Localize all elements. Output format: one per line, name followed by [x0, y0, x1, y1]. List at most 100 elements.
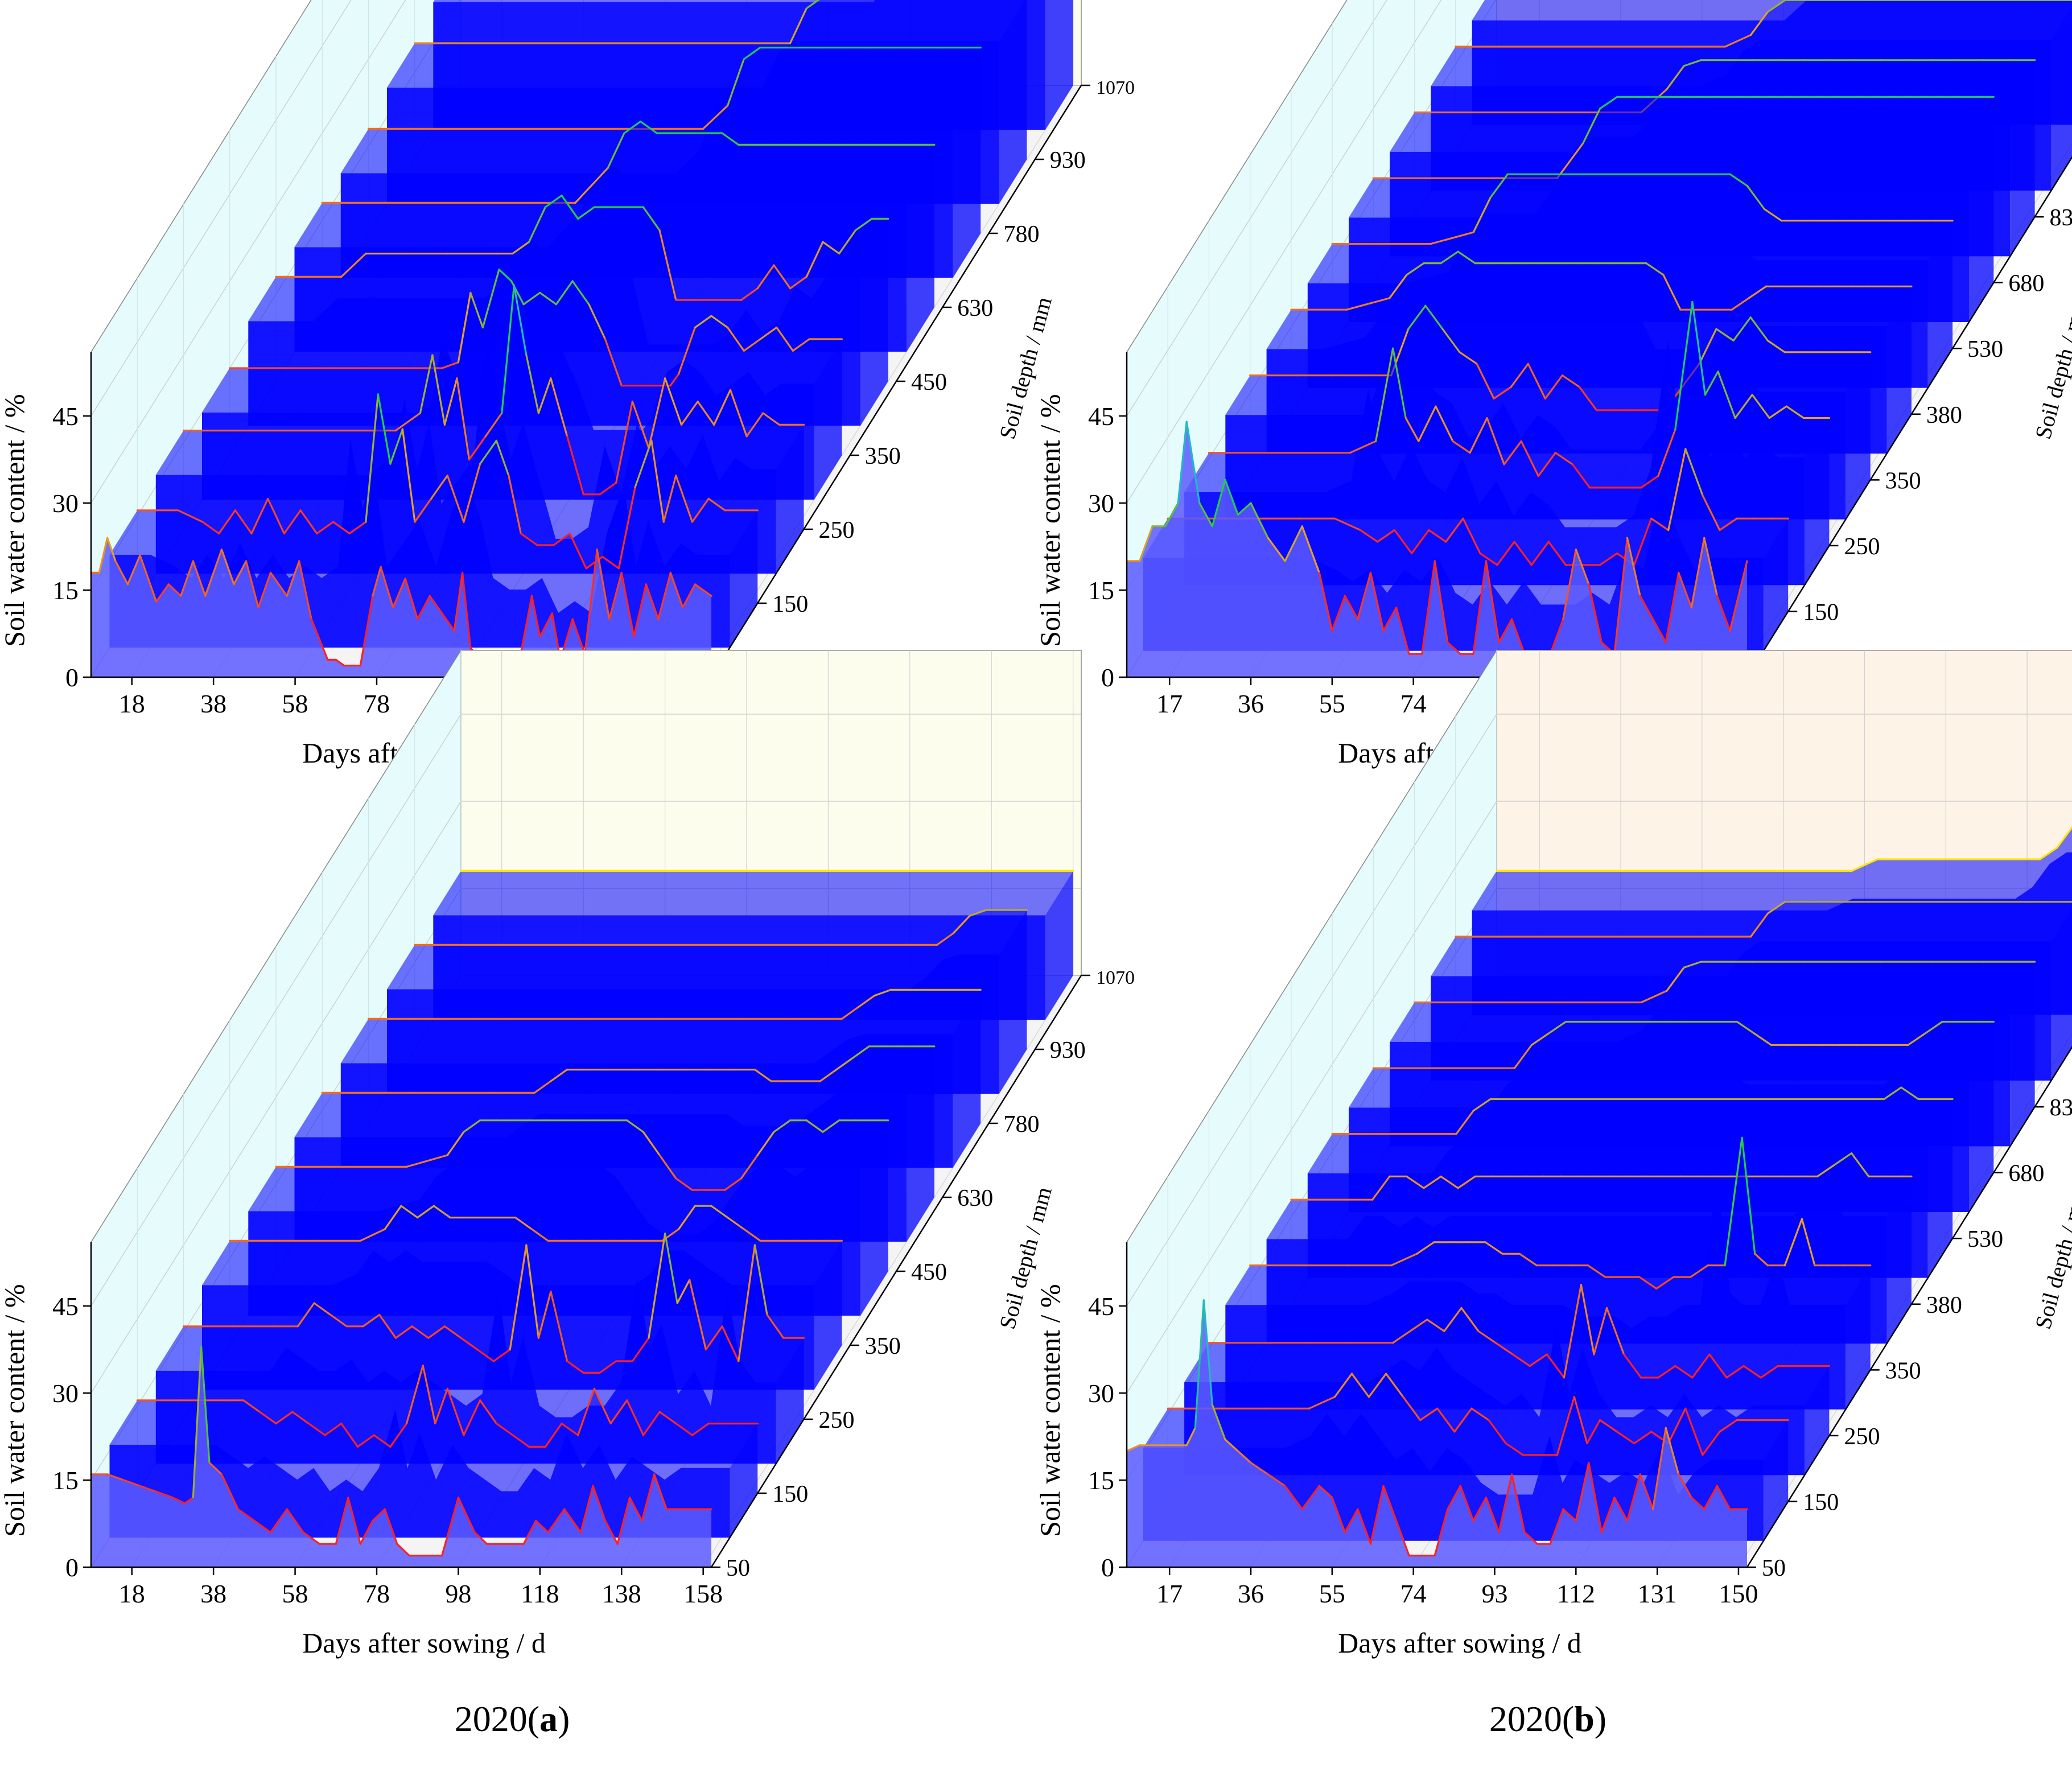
profile-segment: [430, 474, 448, 500]
profile-segment: [1486, 417, 1505, 465]
caption-2020a: 2020(a): [454, 1699, 570, 1739]
profile-segment: [553, 532, 571, 546]
y-axis-label: Soil water content / %: [1034, 1284, 1066, 1536]
profile-segment: [1587, 1264, 1606, 1278]
profile-segment: [571, 618, 586, 655]
profile-segment: [1382, 1485, 1398, 1522]
z-tick-label: 830: [2050, 205, 2072, 231]
slab-end: [1846, 352, 1871, 520]
profile-segment: [762, 412, 781, 426]
profile-segment: [155, 1490, 174, 1499]
profile-segment: [822, 241, 841, 255]
profile-segment: [1424, 304, 1444, 330]
slab-top-band: [1225, 1138, 1871, 1328]
profile-segment: [1702, 494, 1721, 531]
profile-segment: [324, 1422, 343, 1436]
profile-segment: [1645, 262, 1665, 276]
profile-segment: [1513, 541, 1533, 566]
slab-top-band: [433, 0, 875, 2]
profile-segment: [446, 474, 465, 523]
profile-segment: [1586, 1419, 1601, 1445]
profile-segment: [1556, 142, 1584, 179]
profile-segment: [1505, 1442, 1524, 1456]
profile-segment: [743, 46, 761, 60]
profile-segment: [122, 1479, 141, 1487]
x-tick-label: 74: [1400, 1579, 1427, 1608]
profile-segment: [639, 121, 658, 134]
profile-segment: [1211, 1403, 1226, 1441]
profile-segment: [1428, 529, 1447, 543]
profile-segment: [220, 1473, 239, 1510]
profile-segment: [691, 497, 710, 523]
profile-segment: [167, 583, 182, 597]
y-tick-label: 15: [1088, 1466, 1114, 1495]
profile-segment: [1719, 1419, 1738, 1433]
profile-segment: [1489, 173, 1509, 199]
profile-segment: [838, 229, 856, 255]
profile-segment: [392, 577, 406, 609]
series-depth-50: [90, 1345, 712, 1567]
profile-segment: [740, 1154, 759, 1180]
profile-segment: [208, 1461, 223, 1476]
profile-segment: [427, 1325, 446, 1339]
profile-segment: [1683, 961, 1702, 969]
profile-segment: [302, 1531, 321, 1545]
profile-segment: [1267, 1473, 1286, 1487]
profile-segment: [1613, 537, 1629, 655]
z-tick-label: 630: [957, 295, 993, 322]
profile-segment: [694, 583, 712, 597]
profile-segment: [456, 377, 471, 461]
profile-segment: [851, 1045, 870, 1059]
profile-segment: [1665, 1427, 1680, 1476]
profile-segment: [792, 338, 810, 352]
y-axis-label: Soil water content / %: [0, 1284, 30, 1536]
x-tick-label: 55: [1319, 689, 1345, 718]
profile-segment: [1833, 1152, 1853, 1166]
profile-segment: [533, 1080, 552, 1094]
profile-segment: [653, 1473, 668, 1510]
profile-segment: [534, 1519, 549, 1534]
profile-segment: [1177, 421, 1188, 504]
profile-segment: [1476, 362, 1495, 400]
profile-segment: [1284, 525, 1303, 562]
z-tick-label: 680: [2008, 1161, 2044, 1187]
profile-segment: [1520, 440, 1539, 477]
profile-segment: [513, 285, 528, 356]
caption-year: 2020: [1489, 1699, 1562, 1739]
z-tick-label: 530: [1967, 1226, 2003, 1252]
profile-segment: [1662, 274, 1682, 311]
profile-segment: [753, 1069, 772, 1082]
profile-segment: [335, 1496, 349, 1545]
profile-segment: [1801, 1218, 1816, 1267]
profile-segment: [484, 412, 503, 438]
slab-top-band: [1431, 0, 2072, 86]
profile-segment: [512, 1434, 530, 1448]
profile-segment: [1768, 405, 1787, 419]
slab-end: [1927, 220, 1953, 388]
profile-segment: [1452, 440, 1471, 454]
profile-segment: [1639, 595, 1654, 620]
profile-segment: [561, 1422, 579, 1436]
slab-end: [814, 1241, 842, 1390]
profile-segment: [1599, 1419, 1618, 1433]
profile-segment: [1267, 537, 1286, 562]
profile-segment: [1571, 463, 1591, 489]
profile-segment: [1498, 618, 1513, 644]
y-tick-label: 15: [1088, 576, 1114, 605]
x-tick-label: 55: [1319, 1579, 1345, 1608]
profile-segment: [296, 1302, 315, 1328]
profile-segment: [1549, 1508, 1564, 1545]
profile-segment: [481, 269, 500, 329]
profile-segment: [602, 555, 620, 570]
profile-segment: [1753, 1032, 1773, 1046]
profile-segment: [726, 1216, 745, 1230]
profile-segment: [446, 1387, 465, 1436]
profile-segment: [1426, 1318, 1445, 1332]
slab-top-band: [433, 871, 1073, 916]
profile-segment: [1211, 479, 1226, 528]
profile-segment: [460, 1337, 479, 1351]
profile-segment: [177, 509, 204, 523]
profile-segment: [1518, 1252, 1538, 1267]
x-tick-label: 18: [119, 689, 145, 718]
series-depth-150: [109, 1364, 759, 1538]
